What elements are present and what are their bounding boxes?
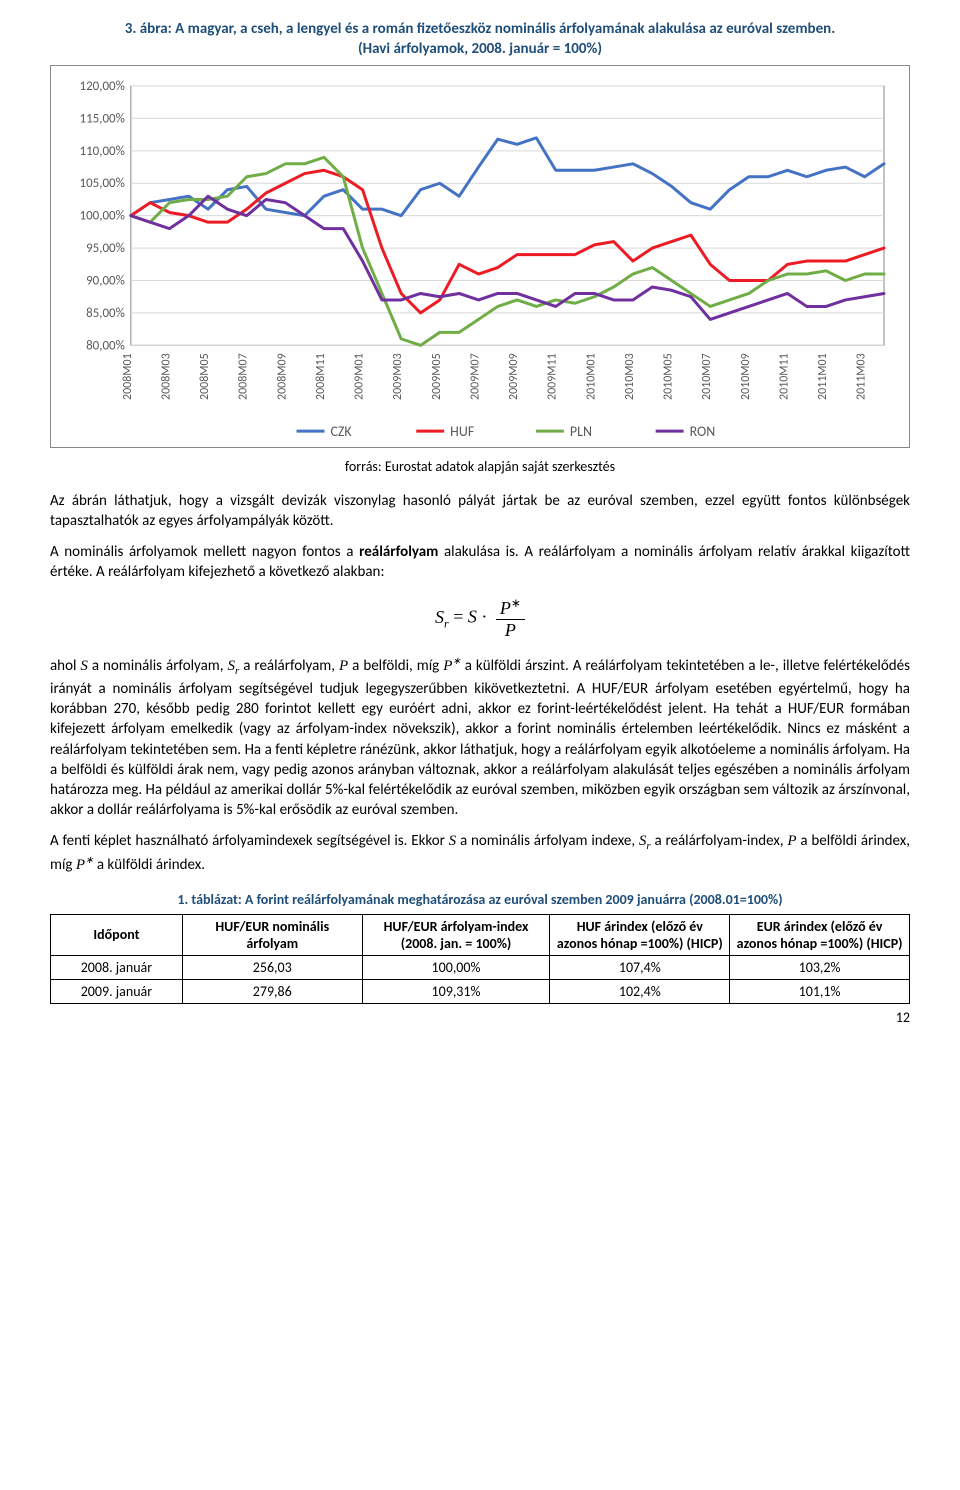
p4-Pstar: P∗ xyxy=(76,857,94,873)
p3-S: S xyxy=(80,658,88,674)
svg-text:2008M05: 2008M05 xyxy=(198,353,212,400)
svg-text:2008M11: 2008M11 xyxy=(314,353,328,400)
p3-a: ahol xyxy=(50,657,80,675)
data-table: IdőpontHUF/EUR nominális árfolyamHUF/EUR… xyxy=(50,914,910,1004)
svg-text:85,00%: 85,00% xyxy=(86,306,125,321)
formula-den: P xyxy=(496,620,525,641)
table-cell: 100,00% xyxy=(362,955,550,979)
svg-text:110,00%: 110,00% xyxy=(80,144,125,159)
table-body: 2008. január256,03100,00%107,4%103,2%200… xyxy=(51,955,910,1003)
svg-text:2011M01: 2011M01 xyxy=(816,353,830,400)
table-header-cell: HUF/EUR nominális árfolyam xyxy=(182,914,362,955)
p2-a: A nominális árfolyamok mellett nagyon fo… xyxy=(50,543,359,561)
svg-text:2009M09: 2009M09 xyxy=(507,353,521,400)
svg-text:2011M03: 2011M03 xyxy=(855,353,869,400)
p3-e: a külföldi árszint. A reálárfolyam tekin… xyxy=(50,657,910,819)
paragraph-3: ahol S a nominális árfolyam, Sr a reálár… xyxy=(50,655,910,821)
table-head: IdőpontHUF/EUR nominális árfolyamHUF/EUR… xyxy=(51,914,910,955)
p3-Pstar: P∗ xyxy=(443,658,461,674)
p3-Sr: Sr xyxy=(228,658,240,674)
svg-text:PLN: PLN xyxy=(570,423,592,440)
svg-text:2008M09: 2008M09 xyxy=(275,353,289,400)
svg-text:2010M07: 2010M07 xyxy=(700,353,714,400)
page-number: 12 xyxy=(896,1009,910,1026)
table-row: 2008. január256,03100,00%107,4%103,2% xyxy=(51,955,910,979)
svg-text:2009M11: 2009M11 xyxy=(546,353,560,400)
svg-text:115,00%: 115,00% xyxy=(80,111,125,126)
p4-b: a nominális árfolyam indexe, xyxy=(456,832,639,850)
table-cell: 2009. január xyxy=(51,979,183,1003)
table-cell: 102,4% xyxy=(550,979,730,1003)
svg-text:2008M07: 2008M07 xyxy=(237,353,251,400)
chart-container: 80,00% 85,00% 90,00% 95,00% 100,00% 105,00% 11… xyxy=(50,65,910,448)
p4-Sr: Sr xyxy=(639,833,651,849)
table-cell: 279,86 xyxy=(182,979,362,1003)
svg-text:RON: RON xyxy=(690,423,716,440)
svg-text:120,00%: 120,00% xyxy=(80,79,125,94)
table-title: 1. táblázat: A forint reálárfolyamának m… xyxy=(50,891,910,908)
formula-num: P∗ xyxy=(496,596,525,620)
formula-S: S xyxy=(468,607,477,627)
p4-P: P xyxy=(787,833,796,849)
p3-P: P xyxy=(339,658,348,674)
table-cell: 2008. január xyxy=(51,955,183,979)
chart-source: forrás: Eurostat adatok alapján saját sz… xyxy=(50,458,910,475)
svg-text:HUF: HUF xyxy=(450,423,475,440)
paragraph-4: A fenti képlet használható árfolyamindex… xyxy=(50,831,910,875)
p2-bold: reálárfolyam xyxy=(359,543,438,561)
svg-text:CZK: CZK xyxy=(330,423,352,440)
formula-lhs: Sr xyxy=(435,607,449,627)
formula-dot: · xyxy=(481,607,492,627)
svg-text:80,00%: 80,00% xyxy=(86,338,125,353)
table-cell: 109,31% xyxy=(362,979,550,1003)
svg-text:2010M01: 2010M01 xyxy=(584,353,598,400)
formula-eq: = xyxy=(453,607,468,627)
svg-text:2010M11: 2010M11 xyxy=(777,353,791,400)
table-cell: 103,2% xyxy=(730,955,910,979)
table-cell: 256,03 xyxy=(182,955,362,979)
svg-text:2010M09: 2010M09 xyxy=(739,353,753,400)
p3-d: a belföldi, míg xyxy=(348,657,443,675)
table-header-cell: Időpont xyxy=(51,914,183,955)
paragraph-1: Az ábrán láthatjuk, hogy a vizsgált devi… xyxy=(50,491,910,532)
paragraph-2: A nominális árfolyamok mellett nagyon fo… xyxy=(50,542,910,583)
chart-title-line1: 3. ábra: A magyar, a cseh, a lengyel és … xyxy=(125,20,835,38)
svg-text:2008M03: 2008M03 xyxy=(159,353,173,400)
svg-text:2009M07: 2009M07 xyxy=(468,353,482,400)
formula: Sr = S · P∗ P xyxy=(50,596,910,641)
table-cell: 101,1% xyxy=(730,979,910,1003)
svg-text:2009M05: 2009M05 xyxy=(430,353,444,400)
p3-b: a nominális árfolyam, xyxy=(88,657,228,675)
line-chart: 80,00% 85,00% 90,00% 95,00% 100,00% 105,00% 11… xyxy=(61,76,899,445)
table-cell: 107,4% xyxy=(550,955,730,979)
table-header-cell: HUF/EUR árfolyam-index (2008. jan. = 100… xyxy=(362,914,550,955)
table-header-cell: HUF árindex (előző év azonos hónap =100%… xyxy=(550,914,730,955)
page: 3. ábra: A magyar, a cseh, a lengyel és … xyxy=(0,0,960,1034)
table-row: 2009. január279,86109,31%102,4%101,1% xyxy=(51,979,910,1003)
chart-title: 3. ábra: A magyar, a cseh, a lengyel és … xyxy=(50,20,910,59)
svg-text:2009M01: 2009M01 xyxy=(353,353,367,400)
svg-text:100,00%: 100,00% xyxy=(80,209,125,224)
p4-e: a külföldi árindex. xyxy=(93,856,205,874)
svg-text:2010M05: 2010M05 xyxy=(662,353,676,400)
svg-text:2010M03: 2010M03 xyxy=(623,353,637,400)
svg-text:105,00%: 105,00% xyxy=(80,176,125,191)
p3-c: a reálárfolyam, xyxy=(239,657,339,675)
svg-text:2009M03: 2009M03 xyxy=(391,353,405,400)
svg-text:90,00%: 90,00% xyxy=(86,273,125,288)
svg-text:95,00%: 95,00% xyxy=(86,241,125,256)
table-header-cell: EUR árindex (előző év azonos hónap =100%… xyxy=(730,914,910,955)
svg-text:2008M01: 2008M01 xyxy=(121,353,135,400)
formula-fraction: P∗ P xyxy=(496,596,525,641)
p4-a: A fenti képlet használható árfolyamindex… xyxy=(50,832,449,850)
chart-title-line2: (Havi árfolyamok, 2008. január = 100%) xyxy=(358,40,602,58)
p4-c: a reálárfolyam-index, xyxy=(651,832,788,850)
